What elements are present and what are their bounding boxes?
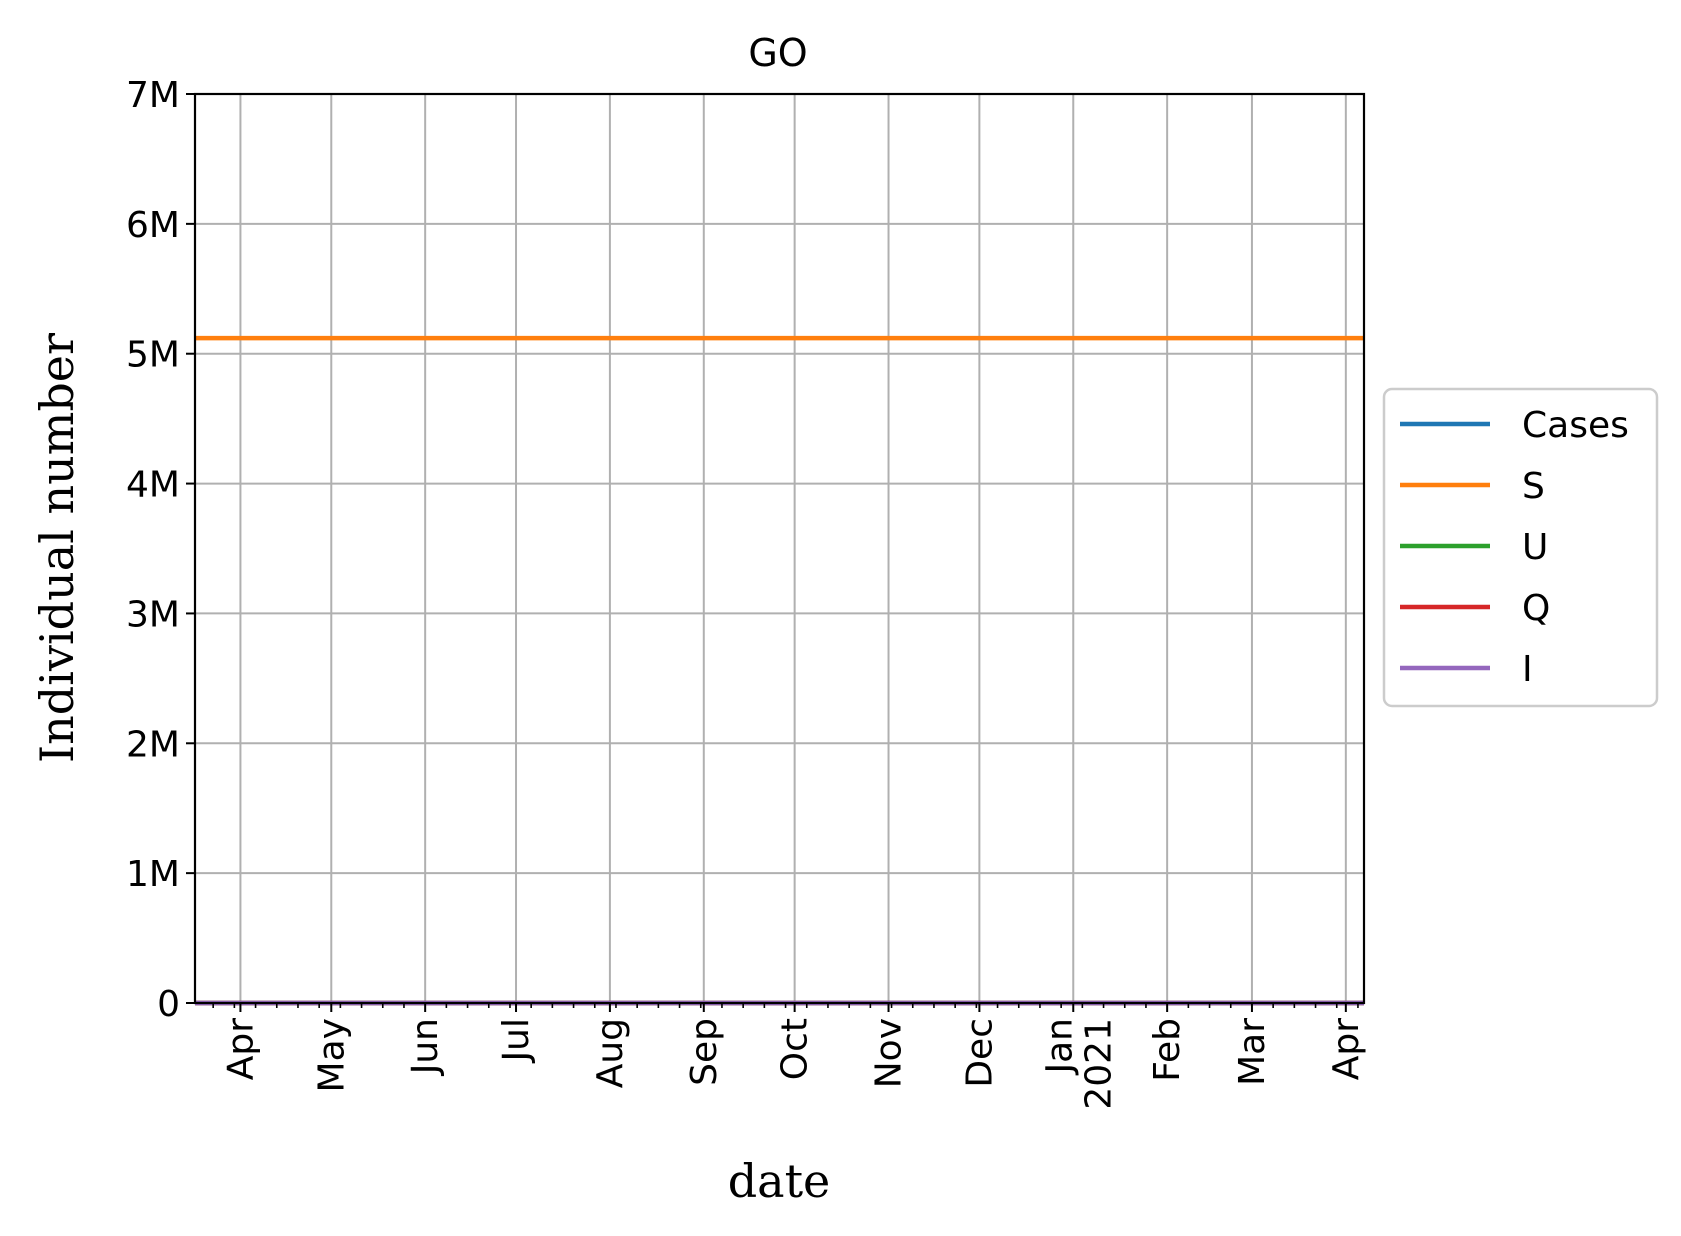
- y-tick-label: 0: [157, 984, 180, 1025]
- chart-title: GO: [748, 31, 807, 75]
- x-tick-label: Jul: [496, 1018, 537, 1063]
- y-tick-label: 7M: [126, 75, 180, 116]
- legend-label: Cases: [1522, 405, 1629, 446]
- y-axis: 0 1M 2M 3M 4M 5M 6M 7M: [126, 75, 195, 1025]
- y-axis-label: Individual number: [30, 333, 84, 763]
- x-tick-label: Apr: [220, 1018, 261, 1080]
- x-tick-label: Aug: [590, 1018, 631, 1088]
- x-tick-label: Sep: [684, 1018, 725, 1086]
- x-tick-label: Nov: [869, 1018, 910, 1088]
- y-tick-label: 3M: [126, 594, 180, 635]
- legend-frame: [1382, 387, 1659, 708]
- y-tick-label: 2M: [126, 724, 180, 765]
- legend-label: Q: [1522, 588, 1550, 629]
- x-tick-label: Dec: [959, 1018, 1000, 1088]
- y-tick-label: 6M: [126, 205, 180, 246]
- x-tick-label: Feb: [1147, 1018, 1188, 1082]
- y-tick-label: 4M: [126, 465, 180, 506]
- x-tick-label: Oct: [775, 1018, 816, 1080]
- x-tick-label: Apr: [1326, 1018, 1367, 1080]
- x-tick-label: Jan: [1039, 1018, 1080, 1076]
- plot-frame: [193, 92, 1366, 1005]
- legend-label: I: [1522, 649, 1533, 690]
- x-tick-label: May: [311, 1018, 352, 1092]
- x-tick-label: Mar: [1232, 1018, 1273, 1086]
- y-tick-label: 1M: [126, 854, 180, 895]
- x-tick-year-label: 2021: [1078, 1018, 1119, 1110]
- grid: [195, 93, 1364, 1004]
- y-tick-label: 5M: [126, 335, 180, 376]
- legend-label: S: [1522, 466, 1545, 507]
- x-axis-label: date: [728, 1154, 831, 1208]
- legend-label: U: [1522, 527, 1548, 568]
- series-lines: [195, 335, 1364, 1006]
- x-tick-label: Jun: [405, 1018, 446, 1076]
